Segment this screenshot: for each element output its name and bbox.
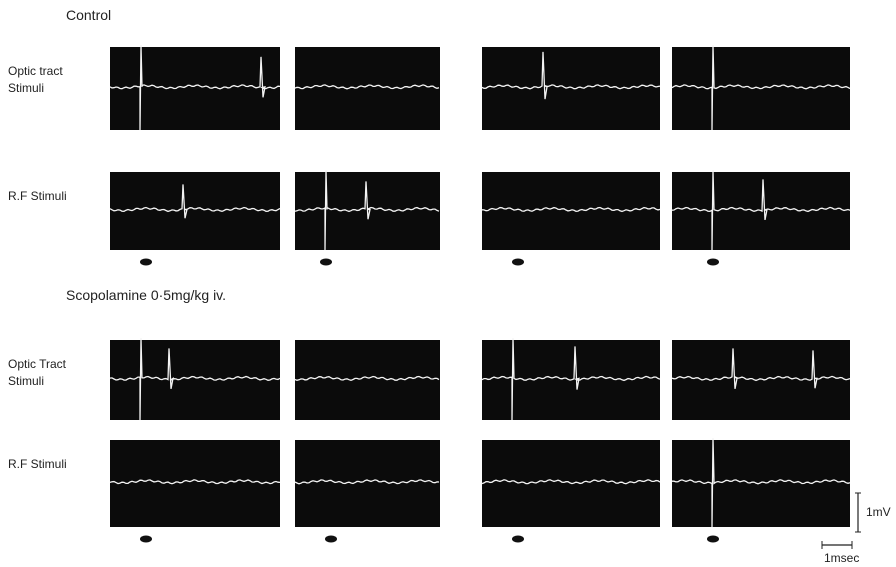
figure: Control Scopolamine 0·5mg/kg iv. 1mV 1ms… [0, 0, 896, 567]
stimulus-marker [325, 536, 337, 543]
row-label: R.F Stimuli [8, 189, 67, 203]
row-label: Optic Tract [8, 357, 67, 371]
row-label: Stimuli [8, 81, 44, 95]
section-label: Control [66, 7, 111, 23]
stimulus-marker [140, 536, 152, 543]
row-label: Optic tract [8, 64, 63, 78]
section-label: Scopolamine 0·5mg/kg iv. [66, 287, 226, 303]
stimulus-marker [512, 536, 524, 543]
trace-panel [110, 340, 280, 420]
stimulus-marker [707, 259, 719, 266]
trace-panel [295, 47, 440, 130]
time-label: 1msec [824, 551, 859, 565]
trace-panel [482, 47, 660, 130]
row-label: R.F Stimuli [8, 457, 67, 471]
row-label: Stimuli [8, 374, 44, 388]
trace-panel [295, 440, 440, 527]
trace-panel [295, 340, 440, 420]
stimulus-marker [512, 259, 524, 266]
trace-panel [110, 440, 280, 527]
stimulus-marker [707, 536, 719, 543]
trace-panel [672, 340, 850, 420]
trace-panel [672, 440, 850, 527]
stimulus-marker [320, 259, 332, 266]
trace-panel [482, 172, 660, 250]
trace-panel [110, 47, 280, 130]
stimulus-marker [140, 259, 152, 266]
voltage-label: 1mV [866, 505, 891, 519]
trace-panel [110, 172, 280, 250]
